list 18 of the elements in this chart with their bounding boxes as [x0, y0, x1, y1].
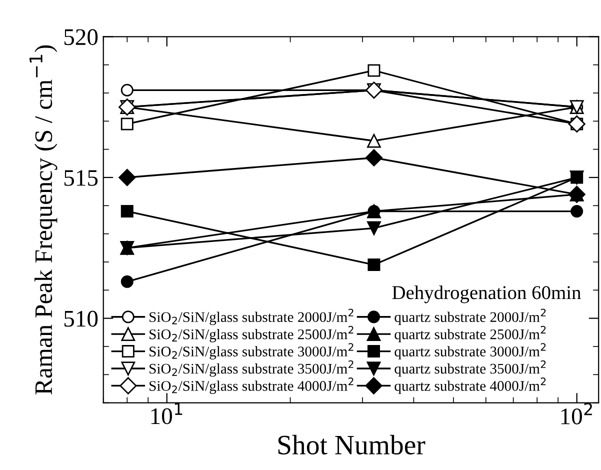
legend-label: quartz substrate 3500J/m$^{2}$: [394, 360, 546, 377]
legend-label: SiO$_{2}$/SiN/glass substrate 3500J/m$^{2}$: [150, 360, 354, 377]
legend-label: SiO$_{2}$/SiN/glass substrate 2500J/m$^{2}$: [150, 326, 354, 342]
legend-label: quartz substrate 2500J/m$^{2}$: [394, 326, 546, 342]
legend-label: quartz substrate 2000J/m$^{2}$: [394, 308, 546, 325]
x-axis-title: Shot Number: [278, 434, 426, 454]
legend-label: SiO$_{2}$/SiN/glass substrate 2000J/m$^{2}$: [150, 308, 354, 326]
y-tick-label: 520: [64, 29, 98, 46]
annotation: Dehydrogenation 60min: [392, 286, 581, 304]
x-tick-label: 10$^{2}$: [561, 402, 592, 424]
legend-label: SiO$_{2}$/SiN/glass substrate 4000J/m$^{2}$: [150, 378, 354, 394]
legend-label: quartz substrate 3000J/m$^{2}$: [394, 343, 546, 360]
y-axis-title: Raman Peak Frequency (S / cm$^{−1}$): [30, 45, 58, 395]
x-tick-label: 10$^{1}$: [151, 402, 182, 424]
legend-label: quartz substrate 4000J/m$^{2}$: [394, 378, 546, 394]
y-tick-label: 515: [64, 170, 98, 186]
legend-label: SiO$_{2}$/SiN/glass substrate 3000J/m$^{2}$: [150, 343, 354, 360]
y-tick-label: 510: [64, 310, 98, 327]
